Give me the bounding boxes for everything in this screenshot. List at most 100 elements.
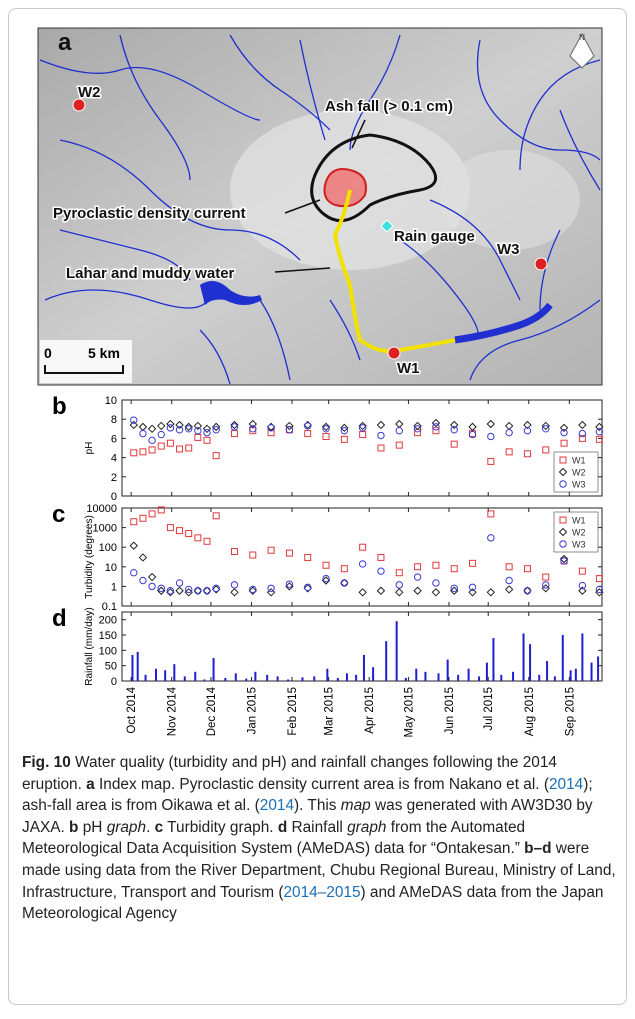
marker-square xyxy=(378,554,384,560)
x-tick-label: Sep 2015 xyxy=(564,687,576,736)
marker-square xyxy=(204,437,210,443)
bar xyxy=(145,675,147,681)
bar xyxy=(512,672,514,681)
bar xyxy=(447,660,449,681)
bar xyxy=(346,673,348,681)
bar xyxy=(184,676,186,681)
bar xyxy=(326,669,328,681)
marker-square xyxy=(140,515,146,521)
marker-square xyxy=(396,442,402,448)
caption-run[interactable]: 2014 xyxy=(260,797,294,814)
x-tick-label: Jul 2015 xyxy=(483,687,495,730)
panel-letter: b xyxy=(52,393,67,420)
legend-label: W1 xyxy=(572,516,586,526)
y-tick-label: 0 xyxy=(111,491,117,503)
bar xyxy=(468,669,470,681)
x-tick-label: Oct 2014 xyxy=(126,686,138,733)
bar xyxy=(131,655,133,681)
marker-circle xyxy=(378,568,384,574)
marker-square xyxy=(250,552,256,558)
marker-diamond xyxy=(487,589,494,596)
marker-circle xyxy=(131,417,137,423)
bar xyxy=(137,652,139,681)
caption-run: b–d xyxy=(524,840,551,857)
marker-circle xyxy=(396,582,402,588)
marker-square xyxy=(305,554,311,560)
bar xyxy=(355,675,357,681)
marker-circle xyxy=(131,570,137,576)
bar xyxy=(164,670,166,681)
marker-square xyxy=(195,434,201,440)
marker-diamond xyxy=(396,421,403,428)
marker-circle xyxy=(359,561,365,567)
page: a N W2 Ash fall (> 0.1 cm) Pyroclastic d… xyxy=(0,0,635,1019)
marker-square xyxy=(524,451,530,457)
y-tick-label: 200 xyxy=(99,615,117,627)
bar xyxy=(277,676,279,681)
caption-run: pH xyxy=(78,819,106,836)
bar xyxy=(478,676,480,681)
map-label: Lahar and muddy water xyxy=(66,265,235,282)
y-tick-label: 50 xyxy=(105,661,117,673)
marker-circle xyxy=(176,580,182,586)
bar xyxy=(523,633,525,681)
marker-diamond xyxy=(176,587,183,594)
y-tick-label: 4 xyxy=(111,453,117,465)
bar xyxy=(591,663,593,681)
x-tick-label: Aug 2015 xyxy=(524,687,536,736)
marker-square xyxy=(167,525,173,531)
caption-run: graph xyxy=(107,819,146,836)
caption-run: ). This xyxy=(294,797,341,814)
map: a N W2 Ash fall (> 0.1 cm) Pyroclastic d… xyxy=(38,28,602,385)
y-tick-label: 6 xyxy=(111,433,117,445)
caption-run[interactable]: 2014–2015 xyxy=(283,884,360,901)
y-tick-label: 10 xyxy=(105,395,117,407)
marker-square xyxy=(149,511,155,517)
station-w1 xyxy=(388,347,400,359)
bar xyxy=(597,656,599,681)
bar xyxy=(301,677,303,681)
marker-square xyxy=(506,564,512,570)
marker-square xyxy=(213,513,219,519)
bar xyxy=(363,655,365,681)
bar xyxy=(538,675,540,681)
marker-square xyxy=(268,547,274,553)
plot-frame xyxy=(122,400,602,496)
marker-square xyxy=(186,445,192,451)
bar xyxy=(529,644,531,681)
marker-square xyxy=(488,458,494,464)
bar xyxy=(254,672,256,681)
y-tick-label: 100 xyxy=(99,542,117,554)
marker-circle xyxy=(451,585,457,591)
marker-diamond xyxy=(579,421,586,428)
bar xyxy=(570,670,572,681)
marker-square xyxy=(488,511,494,517)
marker-diamond xyxy=(149,425,156,432)
caption-run: Fig. 10 xyxy=(22,754,71,771)
x-tick-label: Mar 2015 xyxy=(324,687,336,736)
bar xyxy=(245,679,247,681)
marker-circle xyxy=(396,428,402,434)
scale-label: 5 km xyxy=(88,345,120,361)
map-label: Ash fall (> 0.1 cm) xyxy=(325,98,453,115)
marker-square xyxy=(561,440,567,446)
caption-run[interactable]: 2014 xyxy=(549,776,583,793)
bar xyxy=(405,678,407,681)
marker-diamond xyxy=(432,589,439,596)
legend-label: W3 xyxy=(572,540,586,550)
marker-circle xyxy=(176,427,182,433)
marker-circle xyxy=(231,582,237,588)
marker-square xyxy=(378,445,384,451)
marker-diamond xyxy=(231,589,238,596)
bar xyxy=(500,675,502,681)
x-tick-label: Apr 2015 xyxy=(364,687,376,734)
marker-circle xyxy=(149,437,155,443)
marker-square xyxy=(231,431,237,437)
marker-square xyxy=(305,431,311,437)
bar xyxy=(194,672,196,681)
marker-square xyxy=(149,447,155,453)
caption-run: map xyxy=(341,797,371,814)
marker-square xyxy=(167,440,173,446)
caption-run: graph xyxy=(347,819,386,836)
marker-circle xyxy=(195,588,201,594)
